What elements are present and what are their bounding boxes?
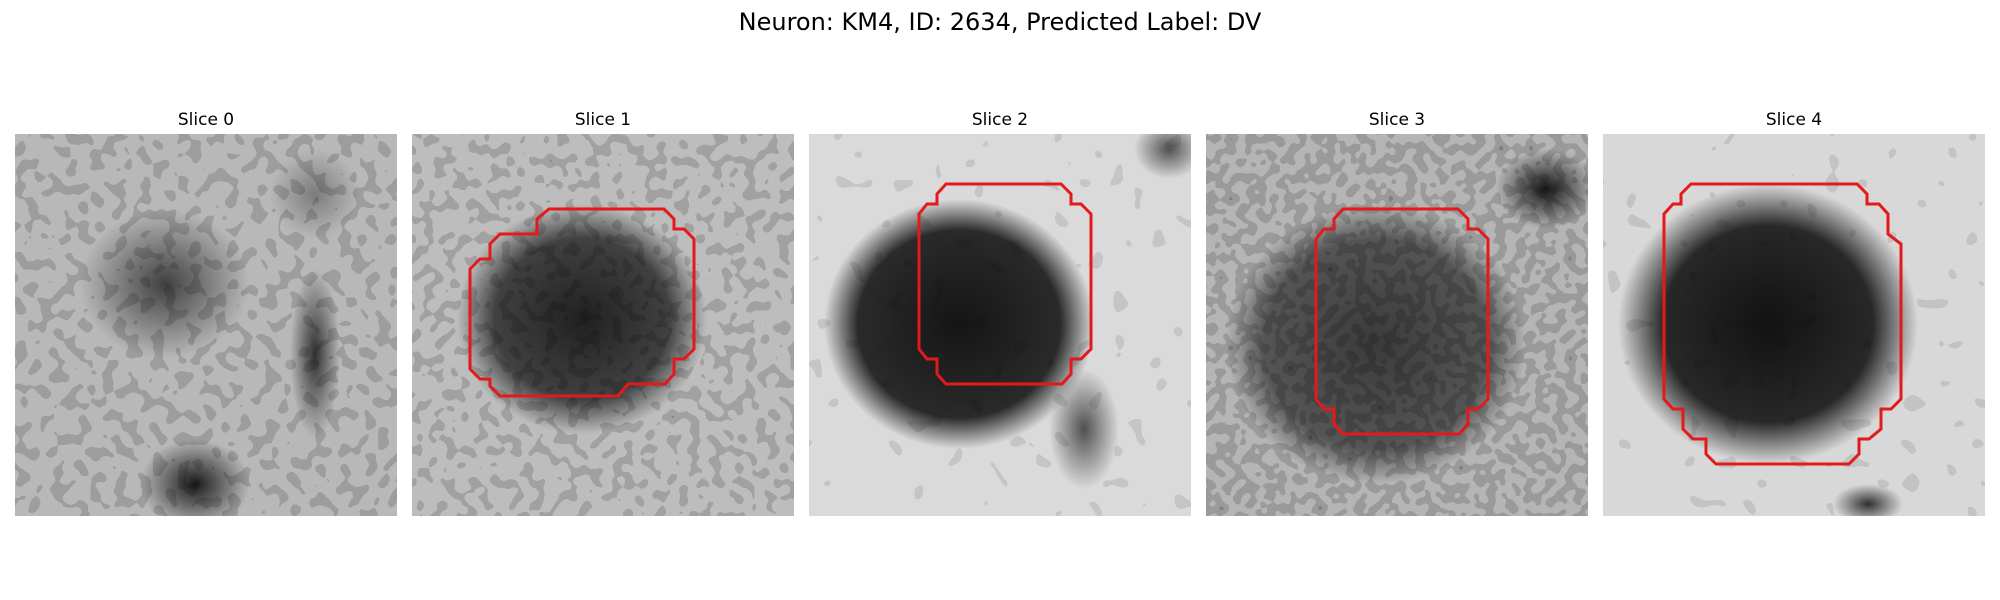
figure-title: Neuron: KM4, ID: 2634, Predicted Label: … [738,8,1262,36]
slice-title-3: Slice 3 [1368,110,1426,130]
segmentation-contour-2 [917,182,1093,386]
slice-image-4 [1603,134,1985,516]
slice-title-2: Slice 2 [971,110,1029,130]
slice-image-1 [412,134,794,516]
slice-title-4: Slice 4 [1765,110,1823,130]
slice-image-3 [1206,134,1588,516]
segmentation-contour-4 [1662,182,1903,466]
slice-image-0 [15,134,397,516]
slice-image-2 [809,134,1191,516]
segmentation-contour-3 [1314,207,1490,436]
slice-title-1: Slice 1 [574,110,632,130]
slice-title-0: Slice 0 [177,110,235,130]
segmentation-contour-1 [468,207,696,398]
